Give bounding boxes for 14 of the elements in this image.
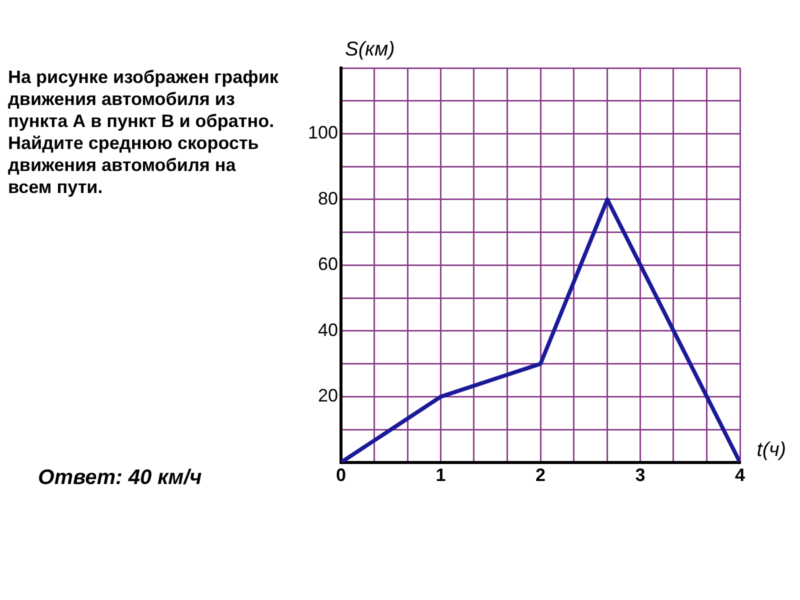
x-tick-label: 2 <box>536 465 546 486</box>
x-axis-title: t(ч) <box>756 438 786 461</box>
y-tick-label: 100 <box>308 122 338 143</box>
x-tick-label: 3 <box>635 465 646 486</box>
x-tick-label: 4 <box>734 465 746 486</box>
y-axis-title: S(км) <box>345 38 395 61</box>
text: На рисунке изображен график движения автомобиля из пункта А в пункт В и обратно. Найдите среднюю скорость движения автомобиля на всем пути. <box>8 66 280 198</box>
y-tick-label: 60 <box>318 254 338 274</box>
x-tick-label: 0 <box>336 465 346 486</box>
y-tick-label: 20 <box>318 386 338 406</box>
x-tick-label: 1 <box>436 465 446 486</box>
y-tick-label: 80 <box>318 188 338 208</box>
text: Ответ: 40 км/ч <box>38 466 202 490</box>
y-tick-label: 40 <box>318 320 338 340</box>
